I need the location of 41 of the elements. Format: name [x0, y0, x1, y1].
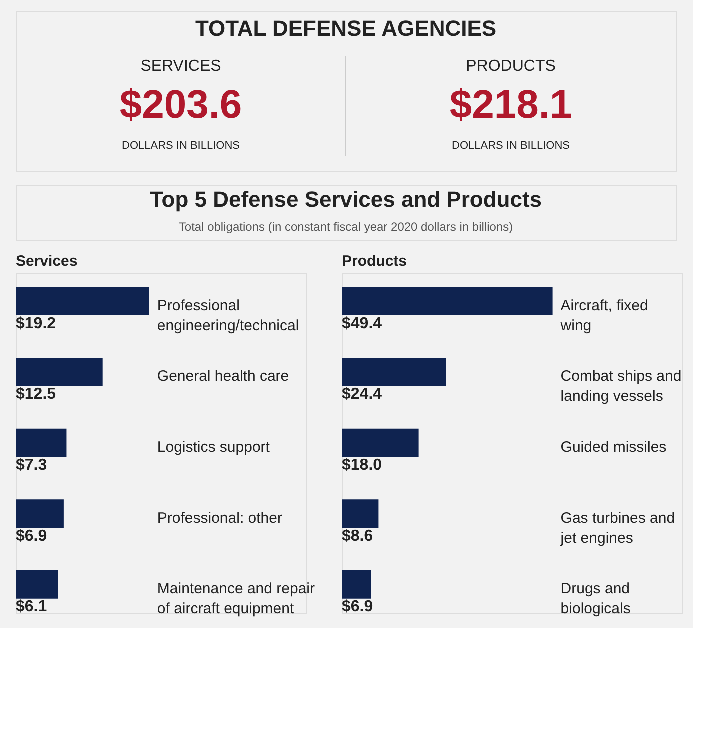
bar — [16, 428, 67, 458]
bar — [16, 500, 64, 528]
y-tick-label: Professional engineering/technical — [157, 297, 300, 334]
bar — [16, 570, 58, 599]
data-label: $49.4 — [342, 315, 382, 332]
text: DOLLARS IN BILLIONS — [452, 140, 570, 152]
data-label: $6.9 — [16, 528, 48, 545]
data-label: $12.5 — [16, 386, 56, 404]
y-tick-label: General health care — [157, 368, 290, 386]
y-tick-label: Drugs and biologicals — [560, 580, 631, 618]
bar — [342, 570, 372, 599]
chart-title: Products — [342, 253, 408, 270]
data-label: $19.2 — [16, 315, 56, 332]
y-tick-label: Combat ships and landing vessels — [560, 368, 682, 406]
y-tick-label: Maintenance and repair of aircraft equipment — [157, 580, 316, 618]
text: $203.6 — [120, 83, 242, 127]
text: DOLLARS IN BILLIONS — [122, 140, 240, 152]
data-label: $6.1 — [16, 598, 48, 616]
y-tick-label: Gas turbines and jet engines — [560, 510, 676, 547]
text: TOTAL DEFENSE AGENCIES — [195, 16, 497, 41]
text: $218.1 — [450, 83, 572, 127]
data-label: $6.9 — [342, 598, 374, 616]
y-tick-label: Guided missiles — [560, 439, 667, 456]
text: Total obligations (in constant fiscal year 2020 dollars in billions) — [178, 220, 514, 234]
bar — [342, 358, 446, 386]
bar — [16, 358, 103, 386]
y-tick-label: Aircraft, fixed wing — [560, 297, 648, 334]
data-label: $18.0 — [342, 457, 382, 474]
text: PRODUCTS — [466, 58, 556, 75]
data-label: $24.4 — [342, 386, 382, 404]
data-label: $7.3 — [16, 457, 48, 474]
chart-title: Services — [16, 253, 78, 270]
bar — [342, 500, 379, 528]
bar — [16, 287, 150, 316]
bar — [342, 287, 553, 316]
text: Top 5 Defense Services and Products — [150, 187, 542, 212]
y-tick-label: Logistics support — [157, 439, 271, 456]
y-tick-label: Professional: other — [157, 510, 282, 527]
bar — [342, 428, 419, 458]
data-label: $8.6 — [342, 528, 374, 545]
text: SERVICES — [140, 58, 222, 75]
